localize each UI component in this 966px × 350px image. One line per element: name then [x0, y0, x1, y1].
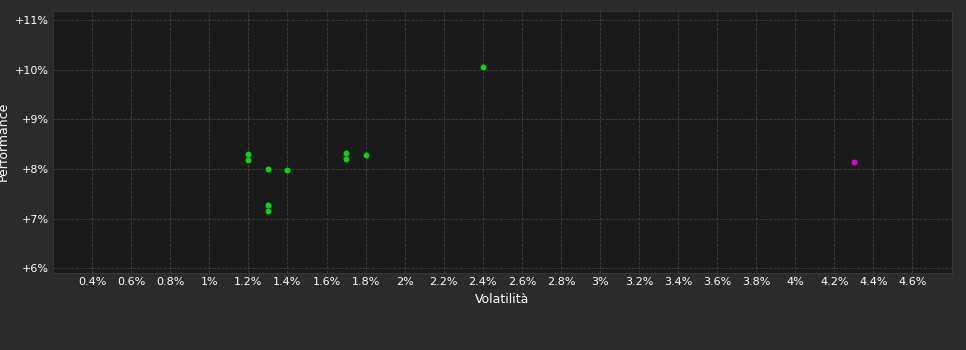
Point — [260, 166, 275, 172]
Point — [338, 150, 354, 156]
Point — [241, 157, 256, 163]
Point — [357, 152, 373, 158]
Point — [846, 159, 862, 164]
Y-axis label: Performance: Performance — [0, 102, 10, 181]
Point — [260, 202, 275, 208]
Point — [338, 156, 354, 162]
Point — [475, 65, 491, 70]
Point — [260, 208, 275, 213]
X-axis label: Volatilità: Volatilità — [475, 293, 529, 306]
Point — [280, 167, 296, 173]
Point — [241, 151, 256, 157]
